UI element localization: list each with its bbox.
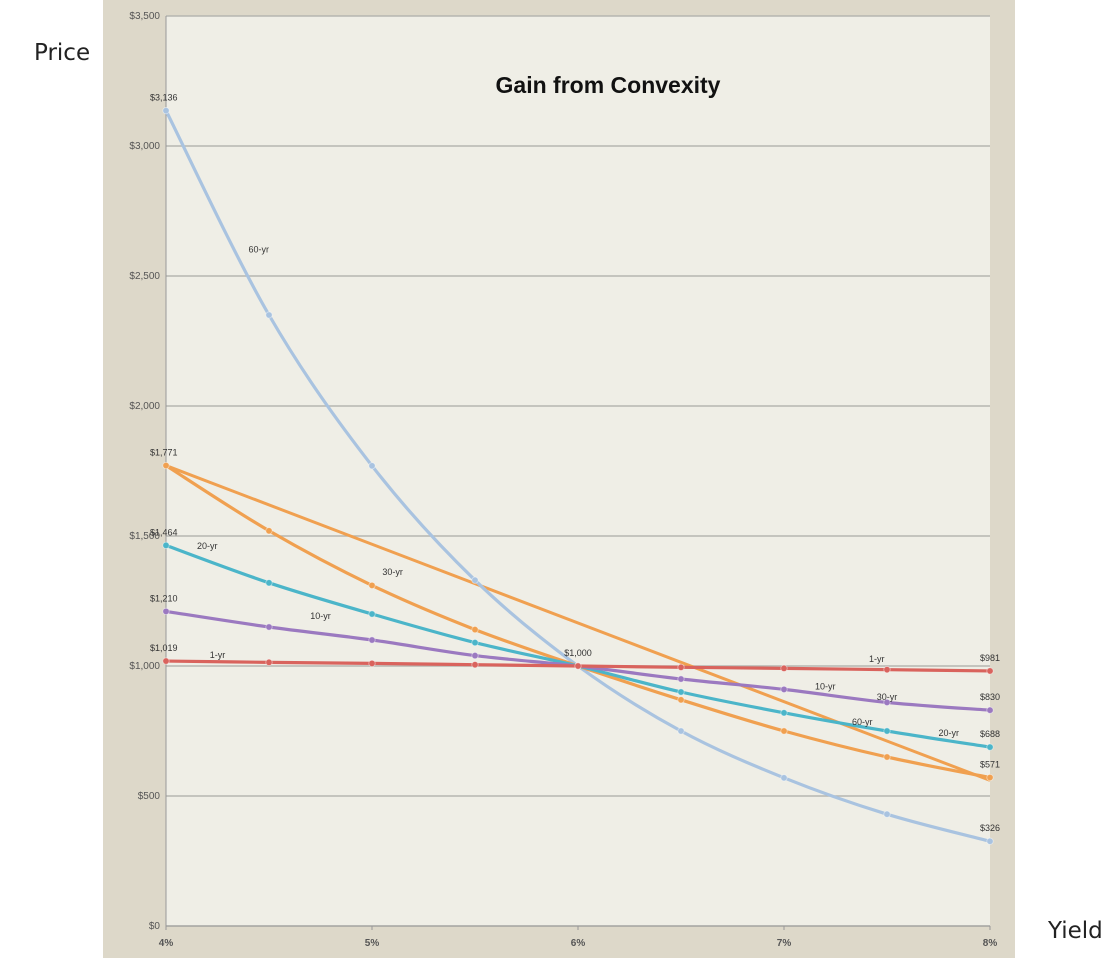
data-point-30-yr — [368, 581, 376, 590]
data-point-60-yr — [986, 837, 994, 845]
data-point-30-yr — [883, 753, 891, 761]
data-point-20-yr — [265, 579, 273, 587]
data-point-30-yr — [780, 727, 788, 735]
chart-title: Gain from Convexity — [496, 72, 721, 98]
data-point-60-yr — [780, 774, 788, 782]
y-tick-label: $2,000 — [129, 401, 160, 412]
y-axis-outer-label: Price — [34, 40, 91, 66]
data-point-10-yr — [780, 685, 788, 694]
data-point-30-yr — [265, 527, 273, 535]
data-point-1-yr — [368, 659, 376, 668]
series-label: 60-yr — [852, 717, 873, 727]
data-point-60-yr — [368, 462, 376, 470]
x-tick-label: 7% — [777, 938, 792, 949]
x-tick-label: 6% — [571, 938, 586, 949]
data-point-60-yr — [471, 576, 479, 584]
data-point-1-yr — [265, 658, 273, 666]
data-point-30-yr — [162, 461, 170, 470]
data-label: $1,000 — [564, 648, 592, 658]
data-point-20-yr — [677, 688, 685, 696]
data-label: $688 — [980, 729, 1000, 739]
data-label: $1,210 — [150, 593, 178, 603]
x-tick-label: 4% — [159, 938, 174, 949]
data-point-1-yr — [883, 666, 891, 674]
data-label: $1,464 — [150, 527, 178, 537]
y-tick-label: $3,500 — [129, 11, 160, 22]
series-label: 60-yr — [248, 245, 269, 255]
data-label: $1,019 — [150, 643, 178, 653]
y-tick-label: $1,000 — [129, 661, 160, 672]
series-label: 30-yr — [382, 567, 403, 577]
y-tick-label: $2,500 — [129, 271, 160, 282]
data-point-60-yr — [883, 810, 891, 818]
data-point-30-yr — [471, 625, 479, 634]
data-point-20-yr — [986, 743, 994, 751]
data-point-60-yr — [162, 107, 170, 115]
data-point-20-yr — [780, 709, 788, 717]
x-tick-label: 5% — [365, 938, 380, 949]
series-label: 20-yr — [939, 728, 960, 738]
data-point-10-yr — [162, 607, 170, 616]
data-point-10-yr — [265, 623, 273, 631]
series-label: 30-yr — [877, 692, 898, 702]
x-tick-label: 8% — [983, 938, 998, 949]
data-point-60-yr — [677, 727, 685, 735]
data-label: $326 — [980, 823, 1000, 833]
data-point-10-yr — [986, 706, 994, 714]
series-label: 1-yr — [210, 650, 226, 660]
data-point-1-yr — [574, 662, 582, 670]
data-point-1-yr — [677, 663, 685, 671]
data-point-10-yr — [471, 651, 479, 660]
data-point-60-yr — [265, 311, 273, 319]
series-label: 1-yr — [869, 654, 885, 664]
series-label: 10-yr — [310, 611, 331, 621]
data-point-1-yr — [471, 661, 479, 669]
series-label: 10-yr — [815, 681, 836, 691]
y-tick-label: $0 — [149, 921, 161, 932]
x-axis-outer-label: Yield — [1048, 918, 1103, 944]
plot-area — [166, 16, 990, 926]
tangent-line — [165, 464, 991, 782]
data-point-1-yr — [780, 664, 788, 672]
data-point-10-yr — [883, 698, 891, 707]
data-point-20-yr — [471, 638, 479, 647]
data-label: $830 — [980, 692, 1000, 702]
data-label: $571 — [980, 760, 1000, 770]
data-point-10-yr — [677, 675, 685, 683]
data-point-30-yr — [677, 696, 685, 704]
y-tick-label: $500 — [138, 791, 161, 802]
data-point-10-yr — [368, 636, 376, 644]
data-point-1-yr — [986, 667, 994, 675]
data-point-1-yr — [162, 657, 170, 665]
data-point-20-yr — [368, 610, 376, 618]
data-label: $981 — [980, 653, 1000, 663]
series-line-60-yr — [164, 109, 991, 843]
data-point-20-yr — [162, 541, 170, 549]
data-label: $3,136 — [150, 93, 178, 103]
data-point-20-yr — [883, 727, 891, 735]
data-label: $1,771 — [150, 448, 178, 458]
data-point-30-yr — [986, 773, 994, 782]
y-tick-label: $1,500 — [129, 531, 160, 542]
y-tick-label: $3,000 — [129, 141, 160, 152]
series-label: 20-yr — [197, 541, 218, 551]
